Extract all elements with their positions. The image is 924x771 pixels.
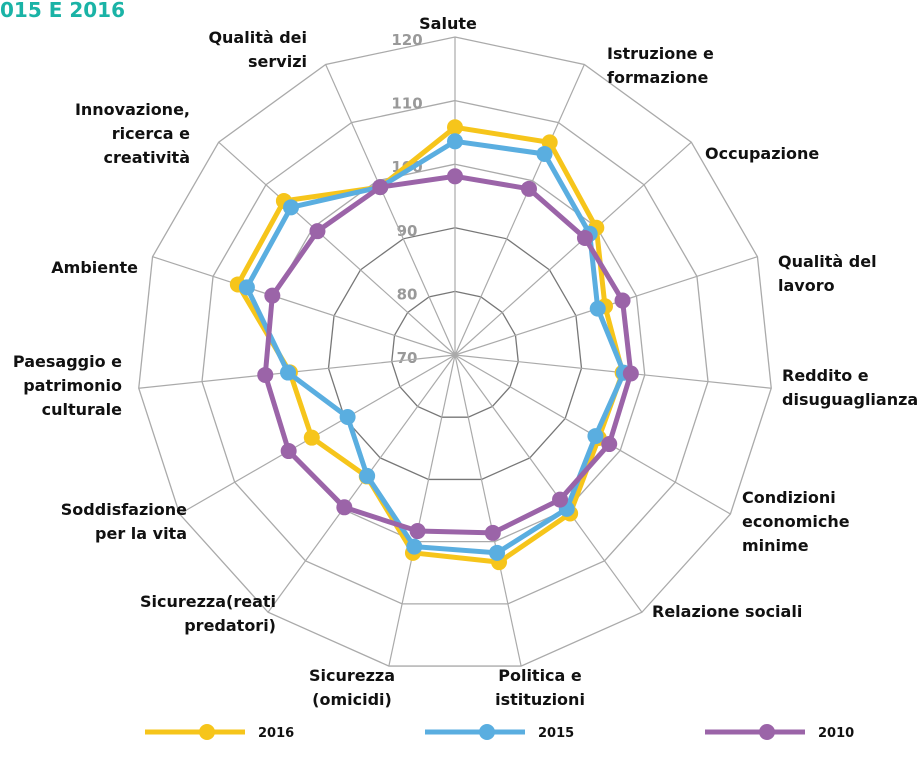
data-point xyxy=(257,366,274,383)
axis-spoke xyxy=(454,354,643,613)
y-tick-label: 110 xyxy=(391,95,422,113)
category-label: Innovazione, ricerca e creatività xyxy=(74,100,190,167)
legend-marker xyxy=(759,724,775,740)
data-point xyxy=(359,467,376,484)
category-label: Qualità dei servizi xyxy=(208,28,307,71)
legend-label: 2016 xyxy=(258,726,294,741)
axis-spoke xyxy=(454,354,772,389)
data-point xyxy=(309,223,326,240)
data-point xyxy=(406,538,423,555)
data-point xyxy=(536,145,553,162)
data-point xyxy=(409,523,426,540)
category-label: Sicurezza(reati predatori) xyxy=(139,592,276,635)
y-tick-label: 120 xyxy=(391,31,422,49)
data-point xyxy=(303,429,320,446)
category-label: Salute xyxy=(419,14,477,33)
grid-ring xyxy=(391,290,519,418)
axis-spoke xyxy=(388,354,456,667)
axis-spoke xyxy=(454,64,585,356)
data-point xyxy=(614,292,631,309)
grid-ring xyxy=(138,36,772,667)
category-label: Ambiente xyxy=(51,258,138,277)
category-label: Politica e istituzioni xyxy=(495,666,585,709)
chart-title: 015 E 2016 xyxy=(0,0,125,22)
category-label: Paesaggio e patrimonio culturale xyxy=(12,352,122,419)
grid-ring xyxy=(201,99,709,605)
legend-marker xyxy=(479,724,495,740)
data-point xyxy=(336,499,353,516)
grid-ring xyxy=(327,227,583,481)
legend-label: 2015 xyxy=(538,726,574,741)
data-point xyxy=(264,287,281,304)
category-label: Reddito e disuguaglianza xyxy=(782,366,919,409)
axis-spoke xyxy=(454,354,522,667)
axis-spoke xyxy=(267,354,456,613)
axis-spoke xyxy=(454,141,692,356)
data-point xyxy=(484,524,501,541)
data-point xyxy=(372,179,389,196)
series-line xyxy=(262,173,634,536)
data-point xyxy=(601,436,618,453)
axis-spoke xyxy=(218,141,456,356)
category-label: Soddisfazione per la vita xyxy=(60,500,187,543)
category-label: Condizioni economiche minime xyxy=(742,488,850,555)
data-point xyxy=(447,168,463,185)
y-tick-label: 70 xyxy=(397,349,418,367)
data-point xyxy=(280,364,297,381)
category-label: Istruzione e formazione xyxy=(607,44,714,87)
data-point xyxy=(589,300,606,317)
legend-marker xyxy=(199,724,215,740)
axis-spoke xyxy=(325,64,456,356)
data-point xyxy=(552,491,569,508)
data-point xyxy=(447,133,463,150)
data-point xyxy=(576,229,593,246)
legend-label: 2010 xyxy=(818,726,854,741)
category-label: Occupazione xyxy=(705,144,820,163)
data-point xyxy=(280,443,297,460)
axis-spoke xyxy=(152,256,456,356)
data-point xyxy=(282,199,299,216)
data-point xyxy=(520,180,537,197)
series-line xyxy=(244,138,627,556)
data-point xyxy=(447,119,463,136)
category-label: Qualità del lavoro xyxy=(778,252,877,295)
category-label: Relazione sociali xyxy=(652,602,803,621)
data-point xyxy=(489,544,506,561)
data-point xyxy=(622,365,639,382)
y-tick-label: 80 xyxy=(397,285,418,303)
data-point xyxy=(339,409,356,426)
data-point xyxy=(587,428,604,445)
category-label: Sicurezza (omicidi) xyxy=(308,666,396,709)
data-point xyxy=(238,279,255,296)
